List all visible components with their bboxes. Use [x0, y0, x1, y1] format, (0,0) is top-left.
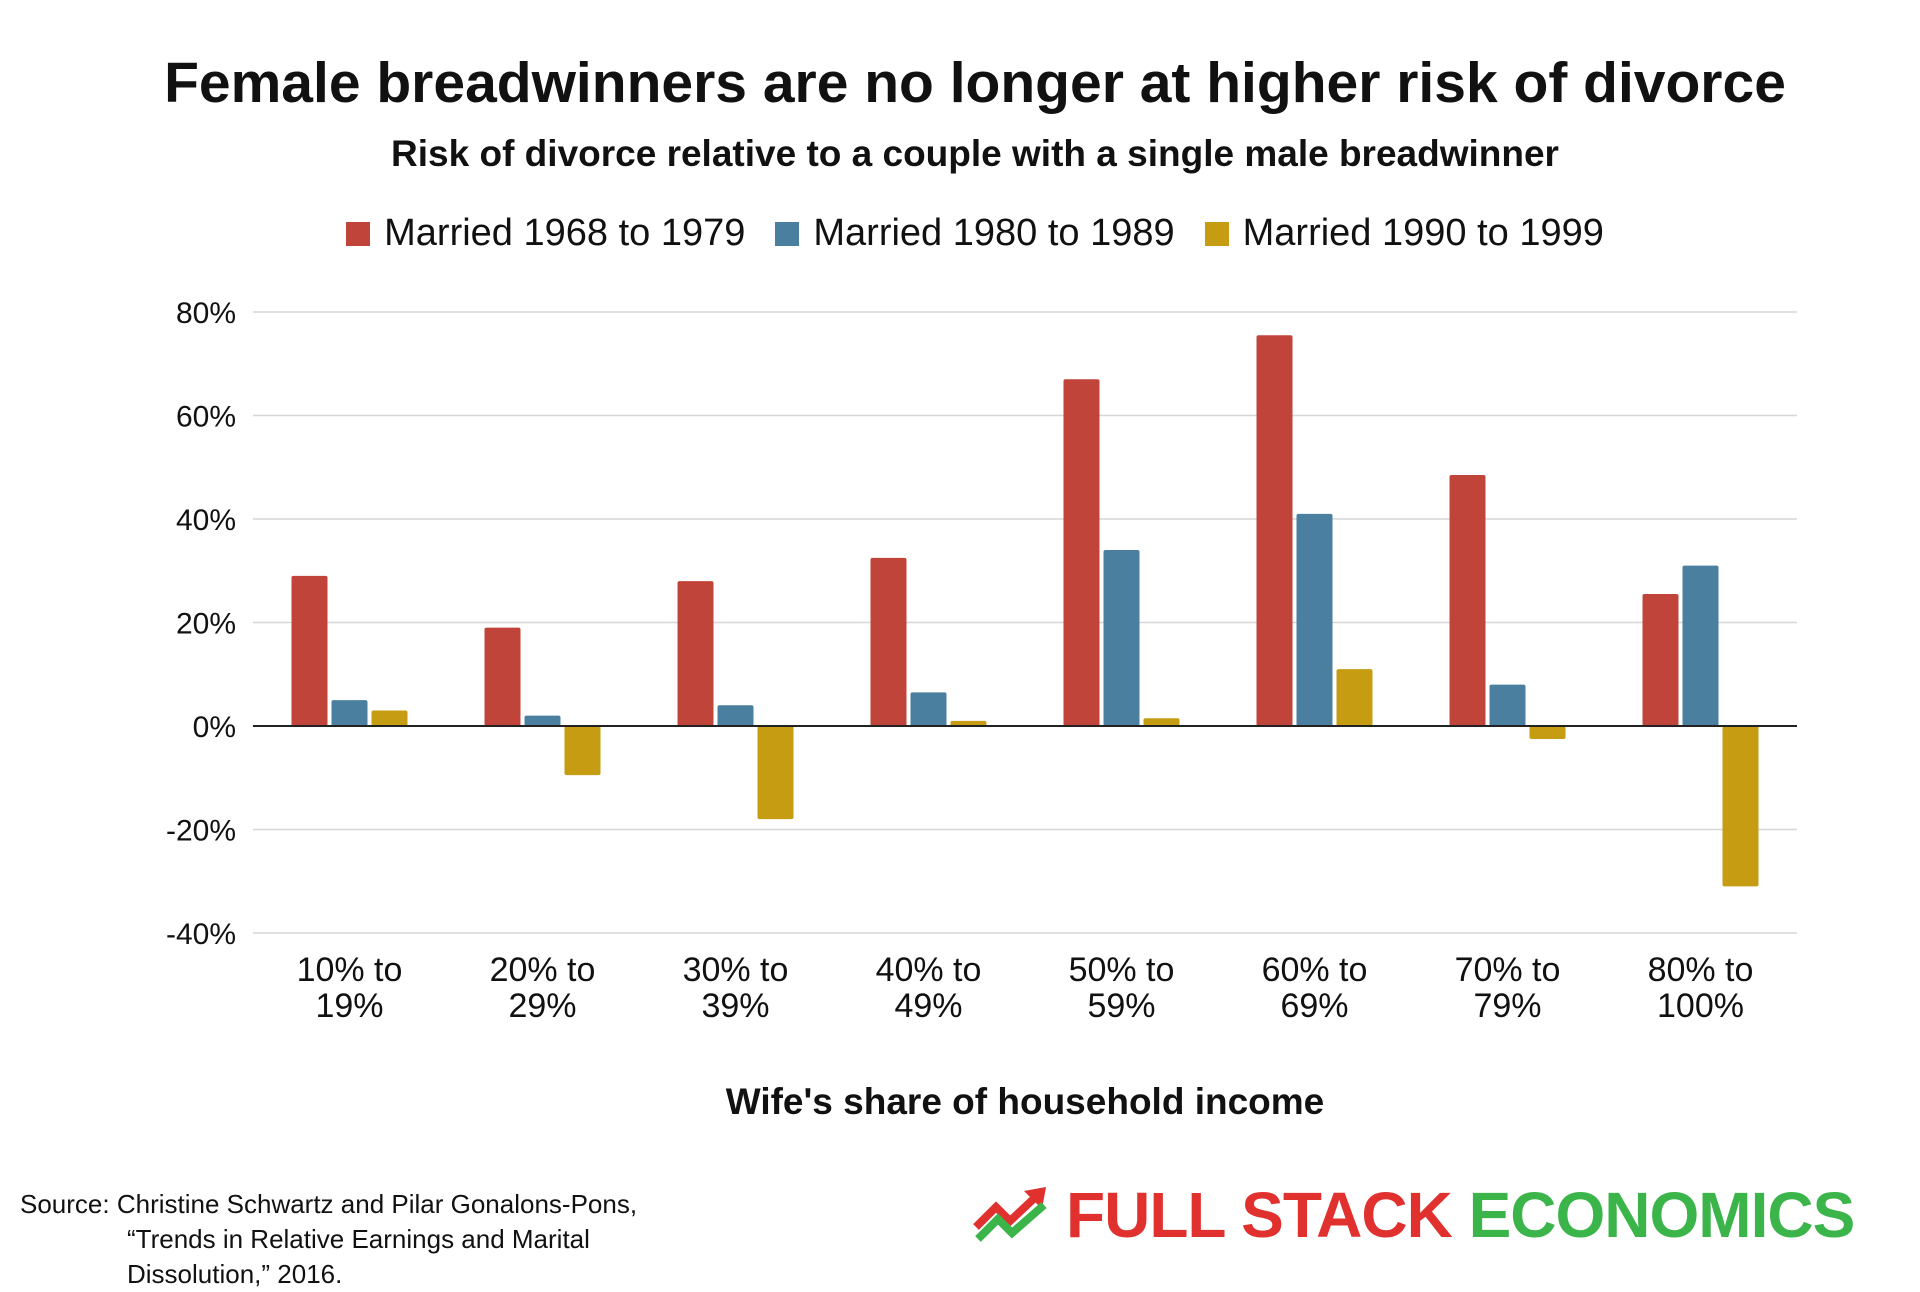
bar-series-3-cat-1	[371, 710, 408, 726]
brand-word-economics: ECONOMICS	[1468, 1179, 1856, 1251]
bar-series-3-cat-4	[950, 720, 987, 726]
x-tick-label: 100%	[1657, 987, 1744, 1025]
bar-series-2-cat-5	[1103, 550, 1140, 726]
y-tick-label: 60%	[176, 401, 236, 434]
x-tick-label: 50% to	[1069, 951, 1175, 989]
x-tick-label: 80% to	[1648, 951, 1754, 989]
bar-series-2-cat-2	[524, 715, 561, 726]
bar-series-3-cat-8	[1722, 726, 1759, 887]
bar-series-3-cat-5	[1143, 718, 1180, 726]
legend-swatch-series-1	[346, 221, 371, 246]
bar-series-1-cat-6	[1256, 335, 1293, 726]
x-tick-label: 19%	[315, 987, 383, 1025]
legend: Married 1968 to 1979 Married 1980 to 198…	[0, 212, 1920, 255]
x-tick-label: 30% to	[683, 951, 789, 989]
bar-series-2-cat-1	[331, 700, 368, 726]
source-note: Source: Christine Schwartz and Pilar Gon…	[20, 1187, 637, 1292]
bar-series-2-cat-8	[1682, 565, 1719, 726]
trend-up-icon	[973, 1187, 1047, 1242]
legend-swatch-series-2	[775, 221, 800, 246]
source-line-1: Source: Christine Schwartz and Pilar Gon…	[20, 1189, 638, 1219]
legend-item-series-1: Married 1968 to 1979	[346, 212, 745, 255]
legend-item-series-3: Married 1990 to 1999	[1204, 212, 1604, 255]
x-tick-label: 29%	[508, 987, 576, 1025]
y-tick-label: 80%	[176, 297, 236, 330]
y-tick-label: -40%	[166, 918, 236, 951]
x-tick-label: 59%	[1087, 987, 1155, 1025]
bar-series-3-cat-3	[757, 726, 794, 820]
x-tick-label: 20% to	[490, 951, 596, 989]
bar-series-1-cat-2	[484, 627, 521, 726]
x-tick-label: 70% to	[1455, 951, 1561, 989]
x-axis-title: Wife's share of household income	[726, 1081, 1325, 1122]
y-tick-label: 20%	[176, 608, 236, 641]
bar-series-3-cat-6	[1336, 669, 1373, 726]
chart-title: Female breadwinners are no longer at hig…	[164, 51, 1786, 115]
chart-subtitle: Risk of divorce relative to a couple wit…	[391, 133, 1559, 174]
x-tick-label: 69%	[1280, 987, 1348, 1025]
bar-series-2-cat-6	[1296, 513, 1333, 726]
bar-series-3-cat-7	[1529, 726, 1566, 739]
brand-logo: FULL STACK ECONOMICS	[972, 1183, 1855, 1247]
x-tick-label: 39%	[701, 987, 769, 1025]
source-line-2: “Trends in Relative Earnings and Marital	[127, 1224, 590, 1254]
bar-series-2-cat-3	[717, 705, 754, 726]
x-tick-label: 49%	[894, 987, 962, 1025]
bar-series-1-cat-4	[870, 557, 907, 726]
bar-series-1-cat-3	[677, 581, 714, 726]
source-line-3: Dissolution,” 2016.	[127, 1259, 343, 1289]
bar-series-1-cat-5	[1063, 379, 1100, 726]
y-tick-label: 0%	[193, 711, 236, 744]
bar-series-2-cat-4	[910, 692, 947, 726]
legend-item-series-2: Married 1980 to 1989	[775, 212, 1175, 255]
bar-series-3-cat-2	[564, 726, 601, 776]
bar-series-2-cat-7	[1489, 684, 1526, 726]
brand-word-full-stack: FULL STACK	[1066, 1179, 1453, 1251]
x-tick-label: 60% to	[1262, 951, 1368, 989]
legend-label-series-2: Married 1980 to 1989	[813, 212, 1175, 254]
bar-series-1-cat-1	[291, 575, 328, 726]
y-tick-label: -20%	[166, 815, 236, 848]
x-tick-label: 10% to	[297, 951, 403, 989]
legend-label-series-3: Married 1990 to 1999	[1242, 212, 1604, 254]
x-tick-label: 79%	[1473, 987, 1541, 1025]
bar-series-1-cat-8	[1642, 594, 1679, 726]
bar-series-1-cat-7	[1449, 475, 1486, 726]
legend-swatch-series-3	[1204, 221, 1229, 246]
y-tick-label: 40%	[176, 504, 236, 537]
legend-label-series-1: Married 1968 to 1979	[384, 212, 746, 254]
x-tick-label: 40% to	[876, 951, 982, 989]
